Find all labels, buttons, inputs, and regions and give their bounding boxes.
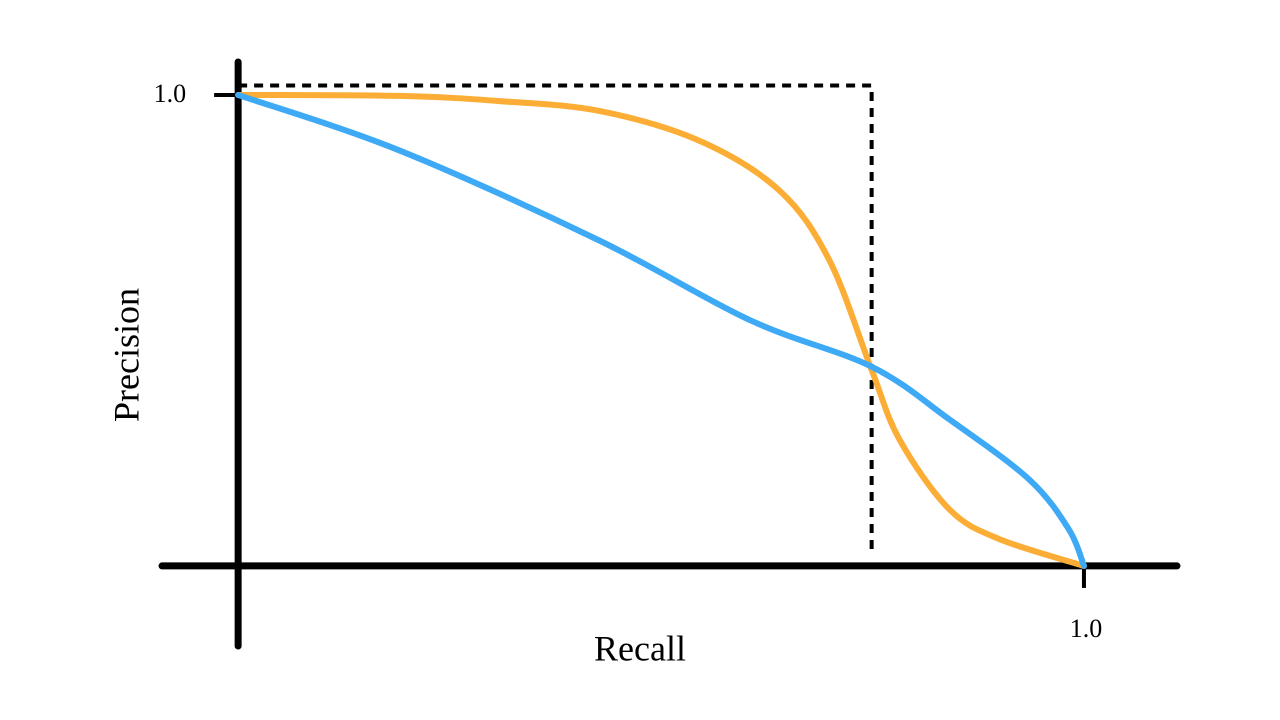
y-tick-label: 1.0 <box>154 79 187 108</box>
curve <box>235 91 1087 569</box>
reference-line <box>238 83 874 555</box>
x-axis-label: Recall <box>594 628 686 668</box>
curve <box>235 91 1087 569</box>
x-tick-label: 1.0 <box>1070 614 1103 643</box>
y-axis-label: Precision <box>106 288 146 422</box>
